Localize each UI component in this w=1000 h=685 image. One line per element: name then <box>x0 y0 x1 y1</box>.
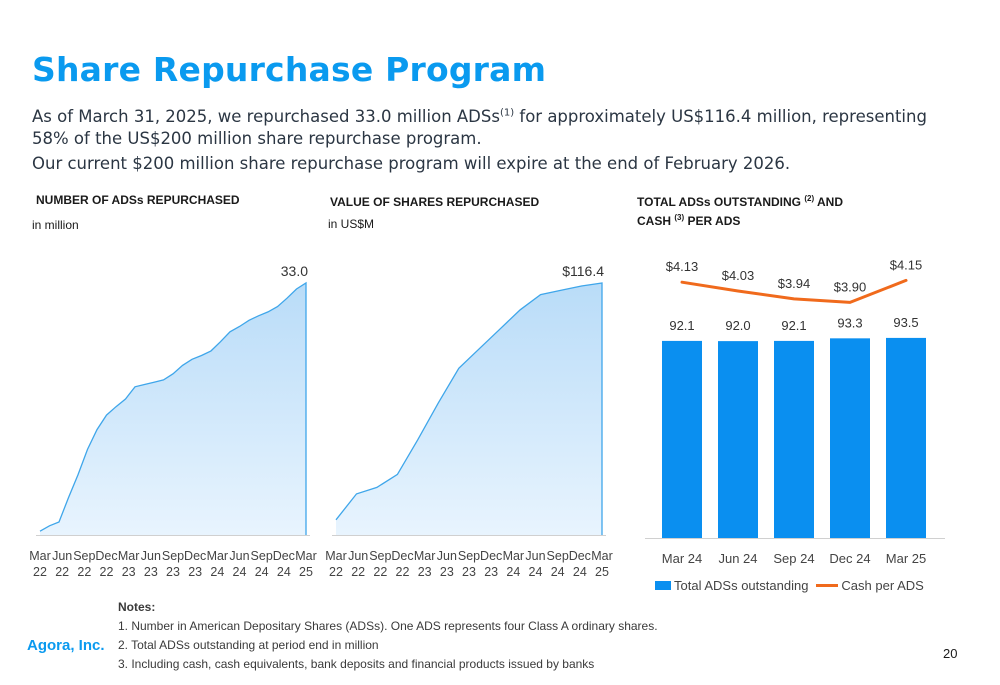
note-item: 1. Number in American Depositary Shares … <box>118 619 658 633</box>
adss-area-fill <box>40 282 306 535</box>
value-area-line <box>335 282 603 535</box>
ads-outstanding-value-label: 92.1 <box>781 318 806 333</box>
ads-outstanding-bar <box>830 338 870 538</box>
intro-paragraph: As of March 31, 2025, we repurchased 33.… <box>32 106 962 150</box>
outstanding-cash-chart: 92.1 92.0 92.1 93.3 93.5 $4.13 $4.03 $3.94 $3.90… <box>645 257 945 566</box>
intro-text-post: for approximately US$116.4 million, repr… <box>32 107 927 148</box>
cash-per-ads-value-label: $3.90 <box>834 279 867 294</box>
notes-section: Notes: 1. Number in American Depositary … <box>118 598 658 674</box>
outstanding-header-d: PER ADS <box>684 214 741 228</box>
ads-outstanding-bar <box>886 337 926 538</box>
expiry-paragraph: Our current $200 million share repurchas… <box>32 154 791 173</box>
value-x-tick-label: Sep 22 <box>369 549 391 579</box>
adss-x-tick-label: Dec 23 <box>184 549 206 579</box>
outstanding-header-a: TOTAL ADSs OUTSTANDING <box>637 195 805 209</box>
legend-item-bars: Total ADSs outstanding <box>655 578 808 593</box>
adss-area-line <box>39 281 307 535</box>
adss-x-tick-label: Mar 25 <box>295 549 317 579</box>
adss-x-tick-label: Jun 23 <box>141 549 161 579</box>
adss-x-tick-label: Sep 22 <box>73 549 95 579</box>
legend-label-line: Cash per ADS <box>841 578 924 593</box>
adss-x-tick-label: Jun 22 <box>52 549 72 579</box>
intro-text-pre: As of March 31, 2025, we repurchased 33.… <box>32 107 500 126</box>
ads-outstanding-value-label: 93.3 <box>837 315 862 330</box>
outstanding-x-tick-label: Mar 25 <box>886 551 926 566</box>
outstanding-header-b: AND <box>814 195 844 209</box>
ads-outstanding-value-label: 92.0 <box>725 318 750 333</box>
value-x-tick-label: Mar 23 <box>414 549 436 579</box>
adss-x-tick-label: Mar 24 <box>207 549 229 579</box>
value-chart-unit: in US$M <box>328 217 375 231</box>
ads-outstanding-bar <box>662 340 702 538</box>
adss-chart-unit: in million <box>32 218 79 232</box>
value-chart-header: VALUE OF SHARES REPURCHASED <box>330 195 540 209</box>
adss-x-tick-label: Mar 22 <box>29 549 51 579</box>
page-title: Share Repurchase Program <box>32 50 547 89</box>
value-area-fill <box>336 283 602 535</box>
value-x-tick-label: Dec 22 <box>391 549 413 579</box>
cash-per-ads-value-label: $4.03 <box>722 268 755 283</box>
cash-per-ads-line <box>680 278 908 304</box>
value-x-tick-label: Mar 22 <box>325 549 347 579</box>
legend-label-bars: Total ADSs outstanding <box>674 578 809 593</box>
value-x-tick-label: Dec 23 <box>480 549 502 579</box>
value-x-tick-label: Jun 24 <box>525 549 545 579</box>
cash-per-ads-value-label: $4.15 <box>890 257 923 272</box>
footnote-ref-3: (3) <box>674 213 685 222</box>
outstanding-x-tick-label: Jun 24 <box>718 551 757 566</box>
adss-x-tick-label: Sep 24 <box>251 549 273 579</box>
outstanding-chart-header: TOTAL ADSs OUTSTANDING (2) AND CASH (3) … <box>637 193 843 231</box>
ads-outstanding-value-label: 92.1 <box>669 318 694 333</box>
value-x-tick-label: Jun 22 <box>348 549 368 579</box>
notes-title: Notes: <box>118 600 156 614</box>
adss-x-tick-label: Mar 23 <box>118 549 140 579</box>
adss-end-label: 33.0 <box>281 263 308 279</box>
chart-legend: Total ADSs outstanding Cash per ADS <box>655 578 924 593</box>
company-logo-text: Agora, Inc. <box>27 637 105 654</box>
page-number: 20 <box>943 646 958 661</box>
value-x-tick-label: Dec 24 <box>569 549 591 579</box>
value-x-tick-label: Jun 23 <box>437 549 457 579</box>
value-x-tick-label: Sep 23 <box>458 549 480 579</box>
ads-outstanding-bar <box>718 341 758 538</box>
cash-per-ads-value-label: $4.13 <box>666 259 699 274</box>
legend-bar-swatch <box>655 581 671 590</box>
adss-x-tick-label: Dec 24 <box>273 549 295 579</box>
value-x-tick-label: Mar 25 <box>591 549 613 579</box>
cash-per-ads-value-label: $3.94 <box>778 276 811 291</box>
outstanding-x-tick-label: Dec 24 <box>829 551 870 566</box>
adss-chart-header: NUMBER OF ADSs REPURCHASED <box>36 193 240 207</box>
footnote-ref-2: (2) <box>804 194 815 203</box>
outstanding-x-tick-label: Sep 24 <box>773 551 814 566</box>
value-x-tick-label: Mar 24 <box>503 549 525 579</box>
outstanding-x-tick-label: Mar 24 <box>662 551 702 566</box>
value-x-tick-label: Sep 24 <box>547 549 569 579</box>
adss-x-tick-label: Dec 22 <box>95 549 117 579</box>
adss-x-tick-label: Sep 23 <box>162 549 184 579</box>
note-item: 2. Total ADSs outstanding at period end … <box>118 638 379 652</box>
legend-item-line: Cash per ADS <box>816 578 924 593</box>
ads-outstanding-value-label: 93.5 <box>893 315 918 330</box>
legend-line-swatch <box>816 584 839 587</box>
adss-x-tick-label: Jun 24 <box>229 549 249 579</box>
footnote-ref-1: (1) <box>499 107 515 119</box>
note-item: 3. Including cash, cash equivalents, ban… <box>118 657 595 671</box>
value-end-label: $116.4 <box>562 263 604 279</box>
ads-outstanding-bar <box>774 340 814 538</box>
outstanding-header-c: CASH <box>637 214 675 228</box>
